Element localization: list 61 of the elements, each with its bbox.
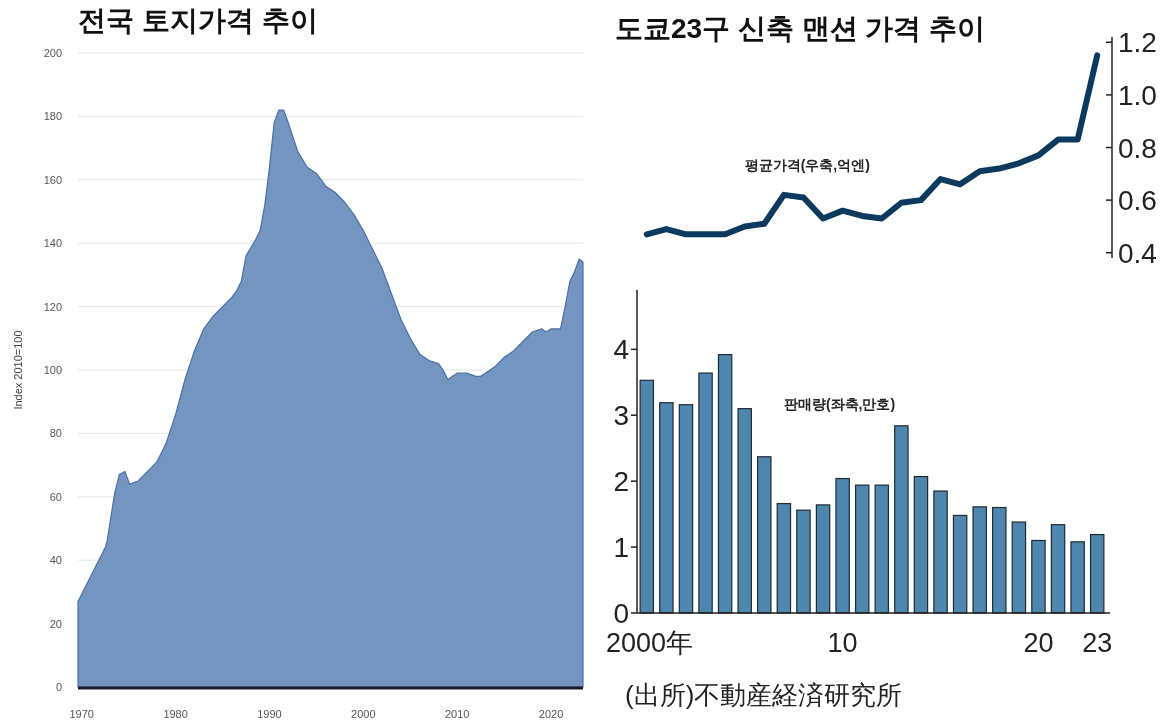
bar (678, 404, 694, 614)
x-tick-label: 2000年 (606, 628, 694, 658)
bar (854, 484, 870, 614)
bar (1089, 533, 1105, 614)
y-tick-label: 100 (43, 364, 62, 376)
y-tick-label: 3 (613, 400, 629, 432)
bar (776, 502, 792, 614)
bar (815, 504, 831, 614)
bar (1031, 539, 1046, 614)
y-tick-label: 0 (613, 598, 629, 629)
y-tick-label: 0.6 (1118, 185, 1157, 217)
x-tick-label: 2020 (538, 708, 564, 720)
y-tick-label: 1 (613, 532, 629, 564)
chart-title: 전국 토지가격 추이 (78, 5, 318, 36)
bar (737, 408, 752, 614)
y-tick-label: 1.0 (1118, 79, 1157, 111)
y-tick-label: 80 (49, 427, 62, 440)
y-tick-label: 4 (613, 334, 629, 366)
y-tick-label: 60 (49, 490, 62, 503)
bar (992, 506, 1007, 614)
y-tick-label: 0.8 (1118, 132, 1157, 164)
y-tick-label: 180 (43, 110, 62, 123)
bar (933, 490, 948, 614)
bar (952, 514, 968, 614)
bar (913, 475, 929, 614)
x-tick-label: 1970 (69, 708, 94, 720)
bar (835, 477, 850, 614)
x-tick-label: 20 (1023, 628, 1054, 658)
bar (1050, 524, 1066, 614)
y-tick-label: 200 (43, 47, 62, 59)
y-tick-label: 0 (55, 681, 62, 693)
y-axis-title: Index 2010=100 (12, 330, 24, 410)
x-tick-label: 2000 (351, 708, 376, 720)
x-tick-label: 1980 (163, 708, 188, 720)
bar (874, 484, 890, 614)
text: (出所)不動産経済研究所 (625, 680, 903, 710)
bar (639, 379, 655, 614)
y-tick-label: 140 (43, 237, 62, 250)
y-tick-label: 1.2 (1118, 27, 1157, 59)
bar (972, 506, 987, 614)
x-tick-label: 1990 (257, 708, 282, 720)
y-tick-label: 120 (43, 300, 62, 313)
bar (1011, 521, 1027, 614)
y-tick-label: 2 (613, 466, 629, 498)
bar (659, 402, 674, 614)
series-label: 판매량(좌축,만호) (783, 395, 896, 412)
x-tick-label: 2010 (444, 708, 470, 720)
bar (698, 372, 713, 614)
bar (796, 509, 811, 614)
y-tick-label: 20 (49, 617, 62, 630)
y-tick-label: 0.4 (1118, 237, 1157, 269)
bar (757, 456, 772, 614)
y-tick-label: 160 (43, 173, 62, 186)
x-tick-label: 10 (827, 628, 858, 658)
bar (894, 425, 909, 614)
bar (717, 354, 733, 614)
text: 평균가격(우축,억엔) (744, 156, 870, 173)
chart-title: 도쿄23구 신축 맨션 가격 추이 (615, 13, 986, 44)
bar (1070, 541, 1085, 614)
x-tick-label: 23 (1082, 628, 1113, 658)
y-tick-label: 40 (49, 554, 62, 567)
